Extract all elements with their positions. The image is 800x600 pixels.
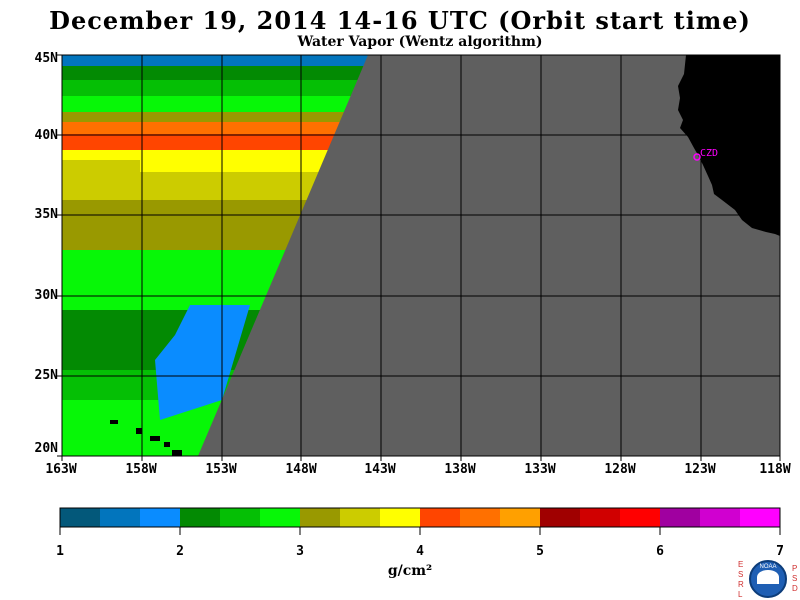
colorbar-label-2: 2: [176, 544, 184, 559]
water-vapor-swath: [62, 55, 368, 456]
lon-label-153w: 153W: [205, 462, 237, 477]
colorbar-swatch: [500, 508, 541, 527]
lat-label-20n: 20N: [34, 441, 58, 456]
lat-label-35n: 35N: [34, 207, 58, 222]
chart-subtitle: Water Vapor (Wentz algorithm): [297, 34, 543, 50]
lon-label-128w: 128W: [604, 462, 636, 477]
colorbar-swatch: [740, 508, 781, 527]
lon-label-148w: 148W: [285, 462, 317, 477]
vapor-band: [62, 122, 340, 134]
colorbar-units: g/cm²: [387, 563, 433, 579]
colorbar-swatch: [540, 508, 581, 527]
colorbar-swatch: [300, 508, 341, 527]
lon-label-138w: 138W: [444, 462, 476, 477]
colorbar-swatch: [700, 508, 741, 527]
vapor-band: [62, 200, 307, 250]
lon-label-123w: 123W: [684, 462, 716, 477]
map-frame: [61, 54, 781, 457]
colorbar-swatch: [60, 508, 101, 527]
colorbar-label-5: 5: [536, 544, 544, 559]
vapor-band: [62, 96, 351, 112]
colorbar-swatch: [100, 508, 141, 527]
colorbar-label-7: 7: [776, 544, 784, 559]
lat-lon-grid: [62, 55, 780, 456]
colorbar-label-4: 4: [416, 544, 424, 559]
station-marker: [693, 153, 701, 161]
colorbar-swatch: [260, 508, 301, 527]
vapor-band: [62, 134, 335, 150]
lat-label-30n: 30N: [34, 288, 58, 303]
colorbar-swatch: [620, 508, 661, 527]
lat-label-40n: 40N: [34, 128, 58, 143]
vapor-band: [62, 250, 286, 310]
station-label: CZD: [700, 148, 718, 159]
vapor-band: [155, 305, 250, 420]
colorbar-swatch: [180, 508, 221, 527]
vapor-band: [62, 160, 140, 185]
lon-label-118w: 118W: [759, 462, 791, 477]
lat-label-25n: 25N: [34, 368, 58, 383]
colorbar-label-1: 1: [56, 544, 64, 559]
colorbar: [59, 507, 781, 528]
colorbar-swatch: [580, 508, 621, 527]
vapor-band: [62, 80, 358, 96]
colorbar-swatch: [380, 508, 421, 527]
lon-label-133w: 133W: [524, 462, 556, 477]
vapor-band: [62, 66, 364, 80]
lon-label-158w: 158W: [125, 462, 157, 477]
colorbar-swatch: [660, 508, 701, 527]
colorbar-label-6: 6: [656, 544, 664, 559]
lon-label-163w: 163W: [45, 462, 77, 477]
lon-label-143w: 143W: [364, 462, 396, 477]
colorbar-swatch: [340, 508, 381, 527]
vapor-band: [62, 55, 368, 66]
noaa-seal-icon: NOAA: [749, 560, 787, 598]
land-california: [678, 55, 780, 236]
colorbar-swatch: [140, 508, 181, 527]
lat-label-45n: 45N: [34, 51, 58, 66]
vapor-band: [62, 112, 344, 122]
colorbar-swatch: [420, 508, 461, 527]
colorbar-swatch: [460, 508, 501, 527]
colorbar-swatch: [220, 508, 261, 527]
hawaii-islands: [110, 420, 182, 456]
chart-title: December 19, 2014 14-16 UTC (Orbit start…: [49, 6, 751, 35]
colorbar-label-3: 3: [296, 544, 304, 559]
